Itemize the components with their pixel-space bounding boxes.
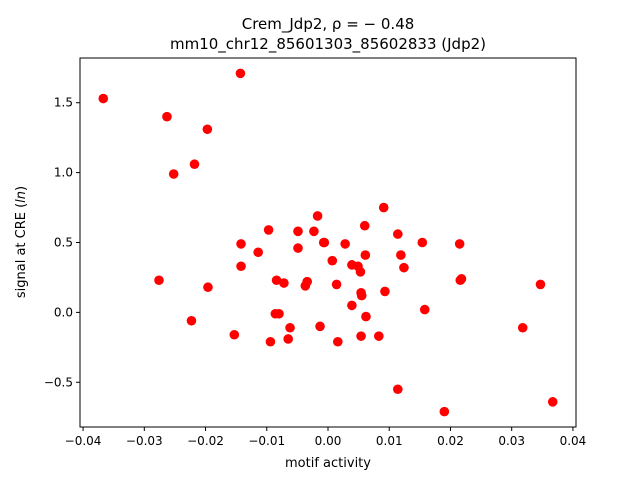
data-point: [359, 220, 370, 231]
data-point: [355, 267, 366, 277]
data-point: [333, 336, 343, 347]
data-point: [347, 300, 357, 311]
data-point: [162, 111, 172, 122]
data-point: [356, 290, 367, 301]
data-point: [189, 159, 200, 170]
data-point: [98, 93, 109, 104]
chart-title-line1: Crem_Jdp2, ρ = − 0.48: [242, 15, 415, 34]
x-tick-label: 0.02: [437, 434, 464, 448]
data-point: [283, 334, 294, 344]
data-point: [236, 239, 246, 249]
y-tick-label: 1.5: [54, 96, 73, 110]
data-point: [154, 275, 164, 286]
data-point: [360, 250, 371, 260]
data-point: [374, 331, 384, 341]
x-tick-label: 0.01: [376, 434, 403, 448]
x-tick-label: 0.00: [315, 434, 342, 448]
y-axis-ticks: −0.5 0.0 0.5 1.0 1.5: [44, 96, 80, 389]
y-axis-label-prefix: signal at CRE (: [14, 203, 29, 298]
data-point: [315, 321, 325, 332]
data-point: [253, 247, 263, 258]
y-axis-label: signal at CRE (ln): [14, 186, 29, 298]
data-point: [279, 278, 289, 288]
data-point: [274, 308, 284, 319]
data-point: [419, 304, 430, 315]
data-point: [265, 336, 276, 347]
data-point: [235, 68, 246, 79]
x-tick-label: −0.01: [248, 434, 285, 448]
x-tick-label: −0.03: [126, 434, 163, 448]
data-point: [229, 329, 240, 340]
data-point: [293, 243, 303, 253]
data-point: [393, 229, 403, 239]
chart-title-line2: mm10_chr12_85601303_85602833 (Jdp2): [170, 35, 486, 54]
y-axis-label-suffix: ): [14, 186, 29, 191]
data-point: [547, 397, 558, 407]
data-point: [439, 406, 450, 417]
data-point: [396, 250, 406, 260]
data-points: [98, 68, 558, 417]
data-point: [378, 202, 389, 213]
data-point: [312, 211, 323, 221]
y-axis-label-italic: ln: [14, 191, 29, 203]
data-point: [535, 279, 546, 290]
y-tick-label: −0.5: [44, 375, 73, 389]
data-point: [454, 239, 465, 249]
data-point: [309, 226, 319, 237]
data-point: [168, 169, 179, 179]
x-tick-label: 0.04: [560, 434, 587, 448]
data-point: [271, 275, 282, 286]
x-tick-label: 0.03: [498, 434, 525, 448]
data-point: [293, 226, 303, 237]
y-tick-label: 1.0: [54, 166, 73, 180]
data-point: [202, 124, 213, 135]
data-point: [380, 286, 390, 297]
data-point: [456, 274, 467, 284]
data-point: [302, 276, 312, 287]
data-point: [263, 225, 274, 235]
x-axis-ticks: −0.04 −0.03 −0.02 −0.01 0.00 0.01 0.02 0.03 0.04: [65, 427, 587, 448]
data-point: [361, 311, 371, 322]
y-tick-label: 0.0: [54, 305, 73, 319]
data-point: [517, 322, 528, 333]
data-point: [393, 384, 403, 395]
data-point: [327, 255, 338, 266]
data-point: [331, 279, 342, 290]
y-tick-label: 0.5: [54, 236, 73, 250]
x-tick-label: −0.04: [65, 434, 102, 448]
data-point: [186, 315, 197, 326]
x-tick-label: −0.02: [187, 434, 224, 448]
x-axis-label: motif activity: [285, 456, 371, 471]
data-point: [236, 261, 246, 272]
data-point: [203, 282, 213, 293]
data-point: [356, 331, 366, 341]
data-point: [417, 237, 428, 248]
data-point: [340, 239, 350, 249]
data-point: [319, 237, 330, 248]
data-point: [285, 322, 295, 333]
data-point: [399, 262, 409, 273]
